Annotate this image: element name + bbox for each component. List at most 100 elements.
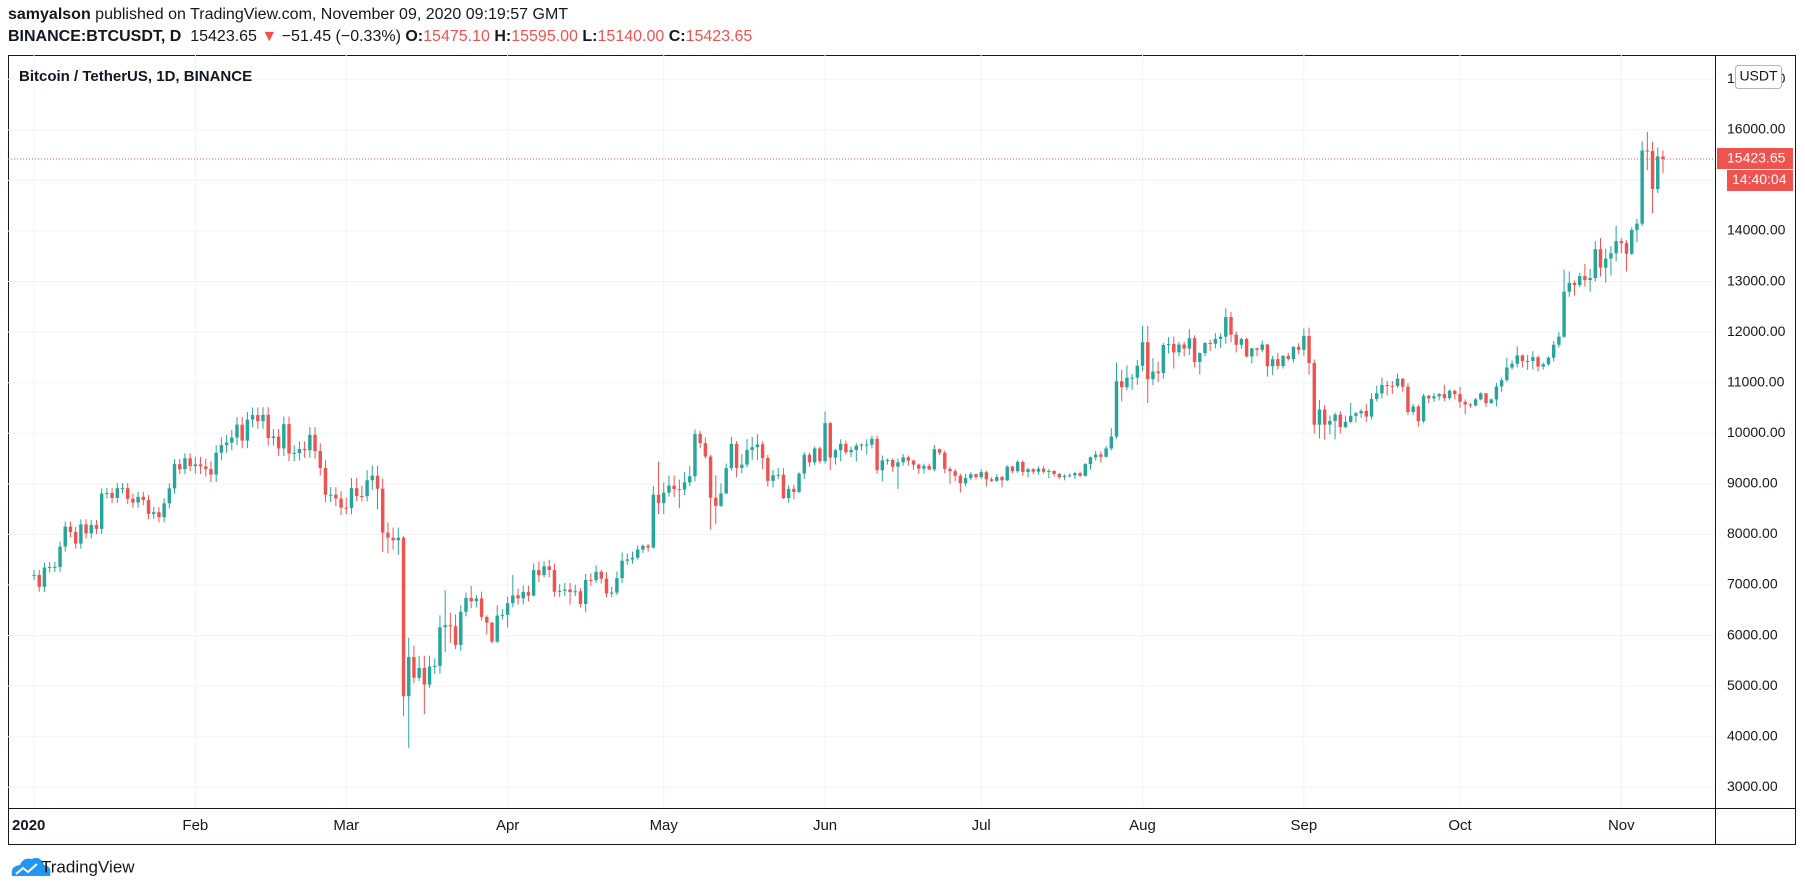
candle-body xyxy=(807,454,812,463)
header: samyalson published on TradingView.com, … xyxy=(8,4,752,48)
candle-body xyxy=(1442,394,1447,399)
candle-body xyxy=(1234,334,1238,345)
candle-body xyxy=(708,456,713,498)
candle-body xyxy=(224,442,229,446)
x-tick-label: Jul xyxy=(972,817,991,834)
candle-body xyxy=(630,557,635,560)
candle-body xyxy=(1203,343,1207,354)
candle-body xyxy=(948,468,952,472)
last-price-label: 15423.65 xyxy=(1727,150,1786,166)
candle-body xyxy=(526,592,531,596)
candle-body xyxy=(1041,468,1046,472)
candle-body xyxy=(219,445,224,453)
candle-body xyxy=(698,434,702,444)
candle-body xyxy=(656,494,661,504)
candle-body xyxy=(1270,359,1275,367)
candle-body xyxy=(53,566,57,568)
ohlc-value: 15595.00 xyxy=(511,28,578,45)
candle-body xyxy=(786,488,791,499)
candle-body xyxy=(1177,344,1181,353)
candle-body xyxy=(391,537,395,541)
candle-body xyxy=(490,622,494,642)
candle-body xyxy=(459,611,463,645)
candle-body xyxy=(162,503,166,518)
candle-body xyxy=(641,545,645,550)
candle-body xyxy=(844,443,848,453)
candle-body xyxy=(256,415,260,422)
candle-body xyxy=(573,591,577,593)
ohlc-label: L: xyxy=(582,28,598,45)
candle-body xyxy=(464,597,468,612)
candle-body xyxy=(1135,365,1140,378)
candle-body xyxy=(1489,399,1493,403)
candle-body xyxy=(984,472,989,480)
published: published on TradingView.com, November 0… xyxy=(95,6,569,23)
last: 15423.65 xyxy=(190,28,257,45)
candle-body xyxy=(1468,404,1473,406)
candle-body xyxy=(1239,338,1244,345)
candle-body xyxy=(1541,364,1545,367)
candle-body xyxy=(927,465,931,470)
candle-body xyxy=(1406,386,1410,413)
candle-body xyxy=(609,592,614,594)
candle-body xyxy=(667,485,671,493)
candle-body xyxy=(760,444,765,459)
countdown-label: 14:40:04 xyxy=(1732,171,1787,187)
candle-body xyxy=(354,488,359,496)
candle-body xyxy=(1021,461,1025,472)
candle-body xyxy=(1494,386,1499,400)
candle-body xyxy=(1265,344,1270,367)
candle-body xyxy=(99,493,104,529)
candle-body xyxy=(1146,342,1150,380)
candle-body xyxy=(615,578,619,593)
candle-body xyxy=(1567,282,1571,292)
candle-body xyxy=(89,525,93,534)
candle-body xyxy=(240,424,244,441)
candle-body xyxy=(1333,414,1337,421)
candle-body xyxy=(1375,393,1379,399)
candle-body xyxy=(1598,249,1603,268)
candle-body xyxy=(823,423,827,462)
candle-body xyxy=(1359,411,1363,414)
candle-body xyxy=(32,574,36,576)
candle-body xyxy=(318,450,322,468)
candle-body xyxy=(1593,249,1598,279)
candle-body xyxy=(537,570,541,576)
candle-body xyxy=(1286,355,1290,359)
candle-body xyxy=(1255,348,1259,350)
candle-body xyxy=(958,475,963,484)
candle-body xyxy=(781,474,786,499)
publisher: samyalson xyxy=(8,6,91,23)
candle-body xyxy=(1291,346,1296,359)
candle-body xyxy=(995,477,999,481)
candle-body xyxy=(1083,464,1088,476)
candle-body xyxy=(1229,316,1233,335)
candle-body xyxy=(880,460,885,471)
candle-body xyxy=(323,467,328,495)
candle-body xyxy=(875,438,879,471)
candle-body xyxy=(635,549,640,558)
candle-body xyxy=(1260,344,1264,350)
x-tick-label: Apr xyxy=(496,817,519,834)
candle-body xyxy=(73,532,78,544)
candle-body xyxy=(1630,229,1634,254)
candle-body xyxy=(1302,335,1306,350)
candle-body xyxy=(313,434,317,451)
candle-body xyxy=(750,447,754,450)
candle-body xyxy=(1010,466,1015,472)
candle-body xyxy=(349,488,354,508)
candle-body xyxy=(1088,457,1093,465)
candle-body xyxy=(193,464,198,467)
candle-body xyxy=(1525,360,1530,362)
candle-body xyxy=(604,578,609,594)
candle-body xyxy=(485,616,489,623)
candle-body xyxy=(105,492,109,494)
candle-body xyxy=(1307,335,1311,363)
candle-body xyxy=(1161,345,1166,374)
candle-body xyxy=(396,537,401,541)
candle-body xyxy=(979,472,983,478)
candle-body xyxy=(1093,454,1098,458)
candle-body xyxy=(146,500,151,514)
candle-body xyxy=(797,473,801,492)
